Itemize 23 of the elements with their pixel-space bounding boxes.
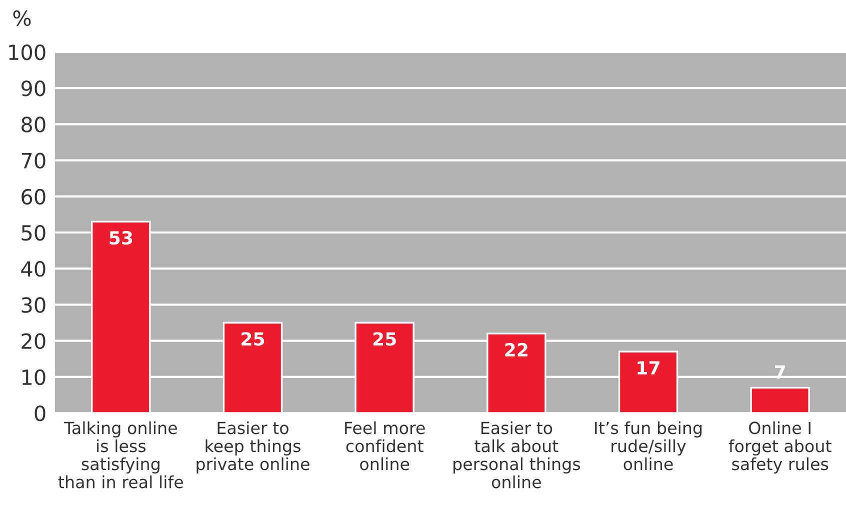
y-tick-label: 40 bbox=[21, 261, 46, 277]
x-tick-label: Talking online is less satisfying than in real life bbox=[58, 421, 183, 488]
x-tick-label: Easier to talk about personal things online bbox=[454, 421, 580, 488]
y-tick-label: 80 bbox=[22, 116, 46, 132]
y-axis-title: % bbox=[13, 10, 31, 26]
x-tick-label: Easier to keep things private online bbox=[196, 421, 310, 474]
data-label: 53 bbox=[110, 231, 132, 245]
data-label: 25 bbox=[373, 332, 396, 346]
y-tick-label: 70 bbox=[22, 152, 46, 169]
x-tick-label: Feel more confident online bbox=[345, 421, 425, 470]
x-tick-label: Online I forget about safety rules bbox=[728, 421, 832, 474]
data-label: 17 bbox=[638, 361, 660, 374]
x-tick-label: It’s fun being rude/silly online bbox=[595, 421, 702, 470]
data-label: 22 bbox=[505, 342, 528, 356]
y-tick-label: 50 bbox=[22, 224, 46, 241]
y-tick-label: 90 bbox=[21, 80, 46, 96]
y-tick-label: 20 bbox=[22, 333, 46, 350]
data-label: 25 bbox=[242, 332, 264, 346]
y-tick-label: 10 bbox=[22, 369, 46, 386]
y-tick-label: 100 bbox=[9, 44, 46, 60]
y-tick-label: 60 bbox=[22, 188, 46, 205]
y-tick-label: 30 bbox=[22, 297, 46, 313]
y-tick-label: 0 bbox=[34, 405, 46, 422]
